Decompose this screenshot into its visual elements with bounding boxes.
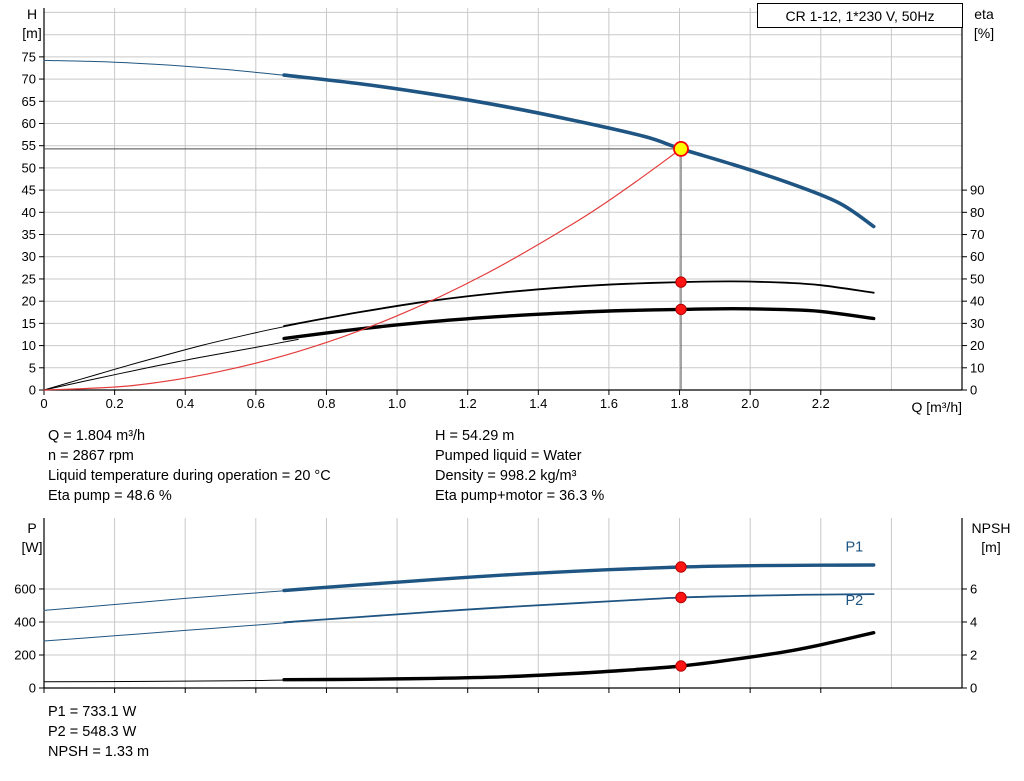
eta-axis-symbol: eta: [974, 6, 994, 22]
x-tick-label: 2.2: [812, 396, 830, 411]
info-line-p1: P1 = 733.1 W: [48, 704, 137, 720]
y-tick-label-left: 0: [29, 383, 36, 398]
y-tick-label-left: 600: [14, 581, 36, 596]
operating-point-dot: [675, 561, 687, 573]
x-tick-label: 0.2: [106, 396, 124, 411]
p-axis-symbol: P: [27, 520, 37, 536]
h-curve-extension: [43, 59, 299, 78]
system-curve: [43, 148, 682, 391]
x-tick-label: 1.6: [600, 396, 618, 411]
npsh-axis-unit: [m]: [981, 539, 1001, 555]
p2-curve-label: P2: [846, 593, 864, 609]
info-line-p2: P2 = 548.3 W: [48, 724, 137, 740]
info-line-npsh: NPSH = 1.33 m: [48, 744, 150, 760]
operating-point-dot: [675, 591, 687, 604]
p1-curve-label: P1: [846, 539, 864, 555]
y-tick-label-left: 0: [29, 681, 36, 696]
y-tick-label-right: 70: [970, 227, 984, 242]
operating-point-dot: [675, 303, 687, 316]
power-npsh-chart: 0 200 400 600 0 2 4 6 P1 P2: [14, 518, 977, 696]
p1-curve-extension: [43, 589, 299, 611]
eta-pump-curve-extension: [43, 323, 299, 391]
duty-info-right-column: H = 54.29 m Pumped liquid = Water Densit…: [435, 426, 604, 506]
h-axis-symbol: H: [26, 6, 38, 22]
y-tick-label-right: 50: [970, 271, 984, 286]
y-tick-label-right: 0: [970, 681, 977, 696]
y-tick-label-left: 40: [22, 205, 36, 220]
npsh-curve: [282, 631, 876, 682]
pump-model-badge: CR 1-12, 1*230 V, 50Hz: [757, 3, 963, 28]
operating-point-dot: [675, 276, 687, 288]
power-info-column: P1 = 733.1 W P2 = 548.3 W NPSH = 1.33 m: [48, 702, 149, 762]
x-tick-label: 2.0: [741, 396, 759, 411]
head-efficiency-chart: 0 0.2 0.4 0.6 0.8 1.0 1.2 1.4 1.6 1.8 2.0 2.2 0 5 10 15…: [22, 8, 984, 411]
eta-axis-unit: [%]: [973, 25, 995, 41]
p-axis-unit: [W]: [21, 539, 43, 555]
y-tick-label-left: 20: [22, 294, 36, 309]
y-tick-label-right: 30: [970, 316, 984, 331]
y-tick-label-left: 55: [22, 138, 36, 153]
h-curve: [282, 73, 876, 229]
y-tick-label-left: 50: [22, 160, 36, 175]
x-tick-label: 1.0: [388, 396, 406, 411]
y-tick-label-left: 400: [14, 614, 36, 629]
eta-pump-curve: [283, 280, 875, 327]
npsh-curve-extension: [43, 679, 299, 683]
operating-point-dot: [675, 660, 687, 672]
x-tick-label: 1.2: [459, 396, 477, 411]
eta-pump-motor-curve-extension: [43, 338, 299, 391]
y-tick-label-left: 15: [22, 316, 36, 331]
x-tick-label: 0: [40, 396, 47, 411]
y-tick-label-left: 10: [22, 338, 36, 353]
info-line-pumped-liquid: Pumped liquid = Water: [435, 448, 582, 464]
y-tick-label-right: 60: [970, 249, 984, 264]
y-tick-label-right: 0: [970, 383, 977, 398]
h-axis-unit: [m]: [22, 25, 42, 41]
eta-pump-motor-curve: [282, 307, 876, 341]
y-tick-label-left: 60: [22, 116, 36, 131]
y-tick-label-right: 10: [970, 360, 984, 375]
info-line-eta-pump-motor: Eta pump+motor = 36.3 %: [435, 488, 605, 504]
y-tick-label-right: 80: [970, 205, 984, 220]
info-line-liquid-temp: Liquid temperature during operation = 20…: [48, 468, 331, 484]
eta-axis-label: eta [%]: [962, 5, 1006, 43]
info-line-density: Density = 998.2 kg/m³: [435, 468, 577, 484]
p2-curve-extension: [43, 621, 299, 642]
duty-info-left-column: Q = 1.804 m³/h n = 2867 rpm Liquid tempe…: [48, 426, 331, 506]
y-tick-label-right: 2: [970, 647, 977, 662]
x-tick-label: 0.6: [247, 396, 265, 411]
npsh-axis-label: NPSH [m]: [960, 519, 1022, 557]
y-tick-label-right: 90: [970, 183, 984, 198]
info-line-head: H = 54.29 m: [435, 428, 515, 444]
q-axis-label: Q [m³/h]: [911, 399, 962, 415]
y-tick-label-left: 70: [22, 72, 36, 87]
y-tick-label-left: 65: [22, 94, 36, 109]
y-tick-label-left: 35: [22, 227, 36, 242]
y-tick-label-right: 4: [970, 614, 977, 629]
y-tick-label-left: 30: [22, 249, 36, 264]
p1-curve: [282, 563, 876, 593]
info-line-q: Q = 1.804 m³/h: [48, 428, 146, 444]
y-tick-label-left: 200: [14, 647, 36, 662]
npsh-axis-symbol: NPSH: [971, 520, 1011, 536]
info-line-speed: n = 2867 rpm: [48, 448, 134, 464]
duty-point[interactable]: [673, 140, 689, 157]
x-tick-label: 0.8: [317, 396, 335, 411]
h-axis-label: H [m]: [12, 5, 52, 43]
y-tick-label-right: 40: [970, 294, 984, 309]
y-tick-label-left: 5: [29, 360, 36, 375]
x-tick-label: 1.4: [529, 396, 547, 411]
y-tick-label-left: 75: [22, 49, 36, 64]
info-line-eta-pump: Eta pump = 48.6 %: [48, 488, 172, 504]
y-tick-label-left: 45: [22, 183, 36, 198]
p2-curve: [283, 593, 875, 624]
y-tick-label-right: 6: [970, 581, 977, 596]
p-axis-label: P [W]: [12, 519, 52, 557]
y-tick-label-right: 20: [970, 338, 984, 353]
y-tick-label-left: 25: [22, 271, 36, 286]
x-tick-label: 0.4: [176, 396, 194, 411]
x-tick-label: 1.8: [670, 396, 688, 411]
